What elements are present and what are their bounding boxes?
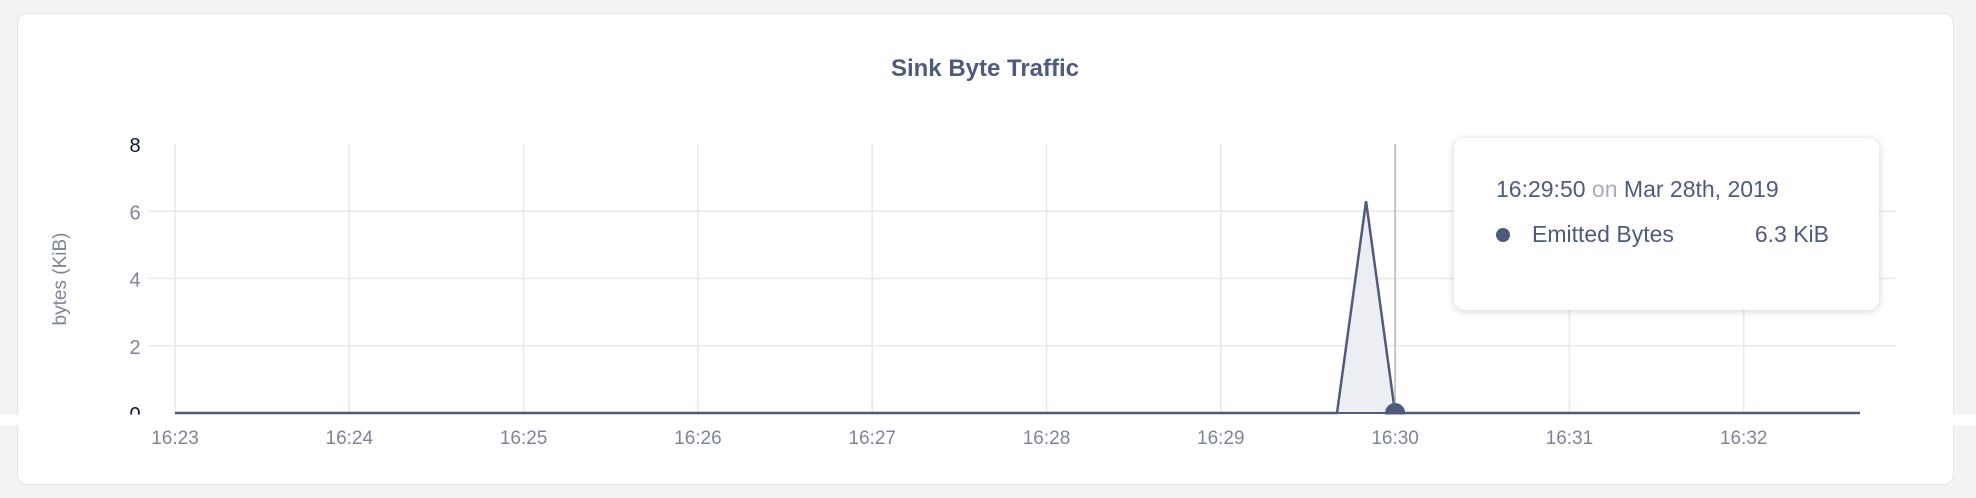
x-tick-label: 16:24 (326, 428, 374, 449)
series-dot-icon (1496, 227, 1510, 242)
point-clip (0, 414, 1976, 426)
x-tick-label: 16:29 (1197, 428, 1245, 449)
x-tick-label: 16:23 (151, 428, 199, 449)
y-tick-label: 6 (129, 202, 140, 224)
tooltip-on: on (1591, 176, 1618, 202)
y-axis-label: bytes (KiB) (50, 233, 71, 326)
tooltip-time: 16:29:50 (1496, 176, 1586, 202)
tooltip-date: Mar 28th, 2019 (1623, 176, 1779, 202)
x-tick-label: 16:26 (674, 428, 722, 449)
x-tick-label: 16:30 (1371, 428, 1419, 449)
x-tick-label: 16:28 (1023, 428, 1071, 449)
tooltip: 16:29:50 on Mar 28th, 2019 Emitted Bytes… (1454, 138, 1879, 310)
x-tick-label: 16:27 (848, 428, 896, 449)
y-tick-label: 8 (129, 135, 140, 157)
y-tick-label: 2 (129, 337, 140, 359)
x-tick-label: 16:32 (1720, 428, 1768, 449)
y-tick-label: 4 (129, 270, 140, 292)
tooltip-value: 6.3 KiB (1754, 221, 1829, 247)
x-tick-label: 16:31 (1546, 428, 1594, 449)
tooltip-series-name: Emitted Bytes (1532, 221, 1674, 247)
x-tick-label: 16:25 (500, 428, 548, 449)
tooltip-row: Emitted Bytes 6.3 KiB (1496, 221, 1879, 248)
chart-title: Sink Byte Traffic (891, 55, 1079, 82)
tooltip-header: 16:29:50 on Mar 28th, 2019 (1496, 176, 1879, 203)
